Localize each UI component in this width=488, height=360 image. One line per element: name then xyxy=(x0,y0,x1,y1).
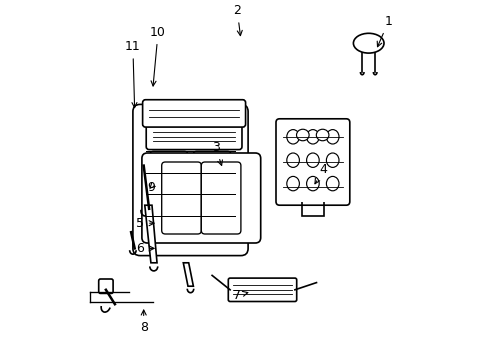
Text: 1: 1 xyxy=(376,15,392,47)
Ellipse shape xyxy=(286,176,299,191)
Polygon shape xyxy=(183,263,193,286)
FancyBboxPatch shape xyxy=(228,278,296,302)
Ellipse shape xyxy=(316,129,328,141)
FancyBboxPatch shape xyxy=(162,162,201,234)
Text: 2: 2 xyxy=(233,4,242,36)
Text: 5: 5 xyxy=(136,217,154,230)
FancyBboxPatch shape xyxy=(275,119,349,205)
FancyBboxPatch shape xyxy=(201,162,241,234)
Text: 11: 11 xyxy=(125,40,141,108)
FancyBboxPatch shape xyxy=(150,151,187,238)
Text: 10: 10 xyxy=(150,26,166,86)
FancyBboxPatch shape xyxy=(193,151,230,238)
Text: 3: 3 xyxy=(211,141,222,165)
Text: 6: 6 xyxy=(136,242,154,255)
Ellipse shape xyxy=(325,130,338,144)
FancyBboxPatch shape xyxy=(133,104,247,256)
Polygon shape xyxy=(144,205,157,263)
Text: 7: 7 xyxy=(233,289,247,302)
Text: 8: 8 xyxy=(140,310,147,334)
Ellipse shape xyxy=(325,176,338,191)
FancyBboxPatch shape xyxy=(142,153,260,243)
Ellipse shape xyxy=(286,153,299,167)
Ellipse shape xyxy=(306,153,319,167)
Ellipse shape xyxy=(325,153,338,167)
FancyBboxPatch shape xyxy=(99,279,113,293)
Ellipse shape xyxy=(353,33,383,53)
Text: 4: 4 xyxy=(314,163,327,184)
FancyBboxPatch shape xyxy=(146,124,242,150)
Text: 9: 9 xyxy=(147,181,155,194)
Ellipse shape xyxy=(306,130,319,144)
Ellipse shape xyxy=(306,176,319,191)
Ellipse shape xyxy=(296,129,308,141)
Ellipse shape xyxy=(286,130,299,144)
FancyBboxPatch shape xyxy=(142,100,245,127)
